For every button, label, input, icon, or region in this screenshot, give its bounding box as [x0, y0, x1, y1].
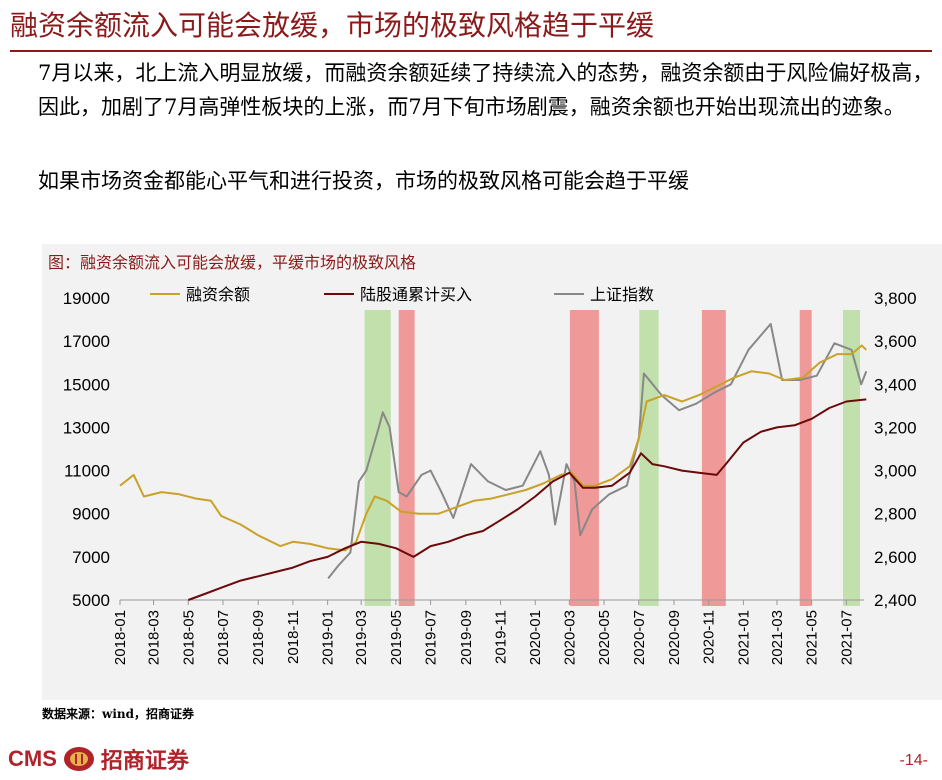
chart-title: 图：融资余额流入可能会放缓，平缓市场的极致风格: [48, 253, 416, 272]
left-axis-tick-label: 9000: [72, 505, 110, 524]
right-axis-tick-label: 3,200: [874, 418, 917, 437]
shaded-band-5: [701, 310, 726, 606]
x-axis-tick-label: 2020-01: [527, 610, 544, 665]
x-axis-tick-label: 2019-01: [320, 610, 337, 665]
series-line-3: [327, 322, 868, 580]
right-axis-tick-label: 3,400: [874, 375, 917, 394]
shaded-band-3: [569, 310, 599, 606]
x-axis-tick-label: 2021-07: [838, 610, 855, 665]
left-axis-tick-label: 17000: [63, 332, 110, 351]
x-axis-tick-label: 2018-07: [215, 610, 232, 665]
x-axis-tick-label: 2018-11: [285, 610, 302, 664]
shaded-band-7: [842, 310, 861, 606]
x-axis-tick-label: 2019-03: [353, 610, 370, 665]
x-axis-tick-label: 2020-09: [666, 610, 683, 665]
series-line-1: [119, 344, 867, 552]
body-paragraph-2: 如果市场资金都能心平气和进行投资，市场的极致风格可能会趋于平缓: [38, 169, 689, 193]
x-axis-tick-label: 2020-07: [631, 610, 648, 665]
company-logo: CMS 招商证券: [8, 744, 189, 774]
x-axis-tick-label: 2018-03: [146, 610, 163, 665]
x-axis-tick-label: 2020-05: [596, 610, 613, 665]
chart-background: [42, 244, 942, 700]
left-axis-tick-label: 19000: [63, 289, 110, 308]
page-number: -14-: [899, 752, 928, 769]
left-axis-tick-label: 5000: [72, 591, 110, 610]
line-chart: 图：融资余额流入可能会放缓，平缓市场的极致风格 5000 7000 9000 11000…: [42, 244, 942, 700]
x-axis-tick-label: 2020-11: [701, 610, 718, 664]
shaded-band-1: [364, 310, 391, 606]
x-axis-tick-label: 2021-03: [769, 610, 786, 665]
legend-label: 融资余额: [186, 285, 250, 304]
x-axis-tick-label: 2018-05: [180, 610, 197, 665]
series-line-2: [187, 398, 867, 601]
x-axis-tick-label: 2019-11: [493, 610, 510, 664]
right-axis-tick-label: 2,800: [874, 505, 917, 524]
data-source-note: 数据来源：wind，招商证券: [42, 707, 195, 721]
page-title: 融资余额流入可能会放缓，市场的极致风格趋于平缓: [10, 9, 655, 42]
x-axis-tick-label: 2019-07: [423, 610, 440, 665]
right-axis-tick-label: 3,000: [874, 462, 917, 481]
x-axis-tick-label: 2019-05: [388, 610, 405, 665]
left-axis-tick-label: 15000: [63, 375, 110, 394]
right-axis-tick-label: 2,600: [874, 548, 917, 567]
x-axis-tick-label: 2018-09: [250, 610, 267, 665]
left-axis-tick-label: 7000: [72, 548, 110, 567]
title-divider: [10, 50, 932, 52]
right-axis-tick-label: 2,400: [874, 591, 917, 610]
left-axis-tick-label: 13000: [63, 418, 110, 437]
cms-emblem-icon: [63, 747, 94, 771]
body-paragraph-1: 7月以来，北上流入明显放缓，而融资余额延续了持续流入的态势，融资余额由于风险偏好…: [38, 61, 934, 119]
logo-chinese-name: 招商证券: [100, 748, 189, 774]
right-axis-tick-label: 3,800: [874, 289, 917, 308]
logo-text: CMS: [8, 746, 57, 771]
left-axis-tick-label: 11000: [64, 462, 110, 481]
shaded-band-6: [799, 310, 812, 606]
x-axis-tick-label: 2019-09: [458, 610, 475, 665]
legend-label: 上证指数: [590, 285, 654, 304]
x-axis-tick-label: 2018-01: [112, 610, 129, 665]
x-axis-tick-label: 2021-05: [804, 610, 821, 665]
legend-label: 陆股通累计买入: [360, 285, 472, 304]
right-axis-tick-label: 3,600: [874, 332, 917, 351]
shaded-band-2: [398, 310, 415, 606]
x-axis-tick-label: 2021-01: [735, 610, 752, 665]
chart-container: 图：融资余额流入可能会放缓，平缓市场的极致风格 5000 7000 9000 11000…: [42, 244, 942, 700]
shaded-band-4: [639, 310, 659, 606]
x-axis-tick-label: 2020-03: [561, 610, 578, 665]
